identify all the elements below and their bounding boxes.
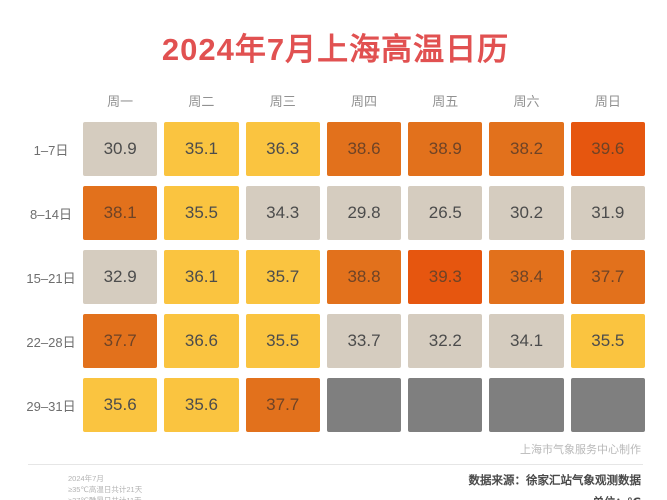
temp-cell: 39.6: [570, 122, 645, 176]
credit-text: 上海市气象服务中心制作: [520, 444, 641, 456]
temp-cell: 38.9: [408, 122, 483, 176]
temp-cell: 37.7: [570, 250, 645, 304]
temp-cell: [326, 378, 402, 432]
week-row-label: 29–31日: [26, 398, 76, 414]
temp-cell: [489, 378, 564, 432]
temp-cell: 34.3: [245, 186, 320, 240]
weekday-header: 周二: [188, 94, 215, 109]
weekday-header: 周四: [350, 94, 377, 109]
temp-cell: 37.7: [83, 314, 158, 368]
temp-cell: 39.3: [408, 250, 483, 304]
week-row-label: 8–14日: [30, 206, 72, 222]
temp-cell: 30.2: [489, 186, 564, 240]
temp-cell: [570, 378, 645, 432]
temp-cell: 38.6: [326, 122, 402, 176]
heatmap-grid: 周一 周二 周三 周四 周五 周六 周日 1–7日 30.9 35.1 36.3 38.6 38.9 38…: [26, 91, 645, 432]
temp-cell: 34.1: [489, 314, 564, 368]
data-source: 数据来源：徐家汇站气象观测数据 单位：℃: [469, 471, 646, 500]
temp-cell: 36.6: [164, 314, 239, 368]
unit-text: 单位：℃: [469, 493, 641, 500]
temp-cell: 35.6: [164, 378, 239, 432]
weekday-header: 周一: [107, 94, 134, 109]
temp-cell: 35.5: [570, 314, 645, 368]
week-row-label: 1–7日: [33, 142, 69, 158]
temp-cell: [408, 378, 483, 432]
temp-cell: 29.8: [326, 186, 402, 240]
week-row-label: 22–28日: [26, 334, 76, 350]
temp-cell: 35.7: [245, 250, 320, 304]
page-title: 2024年7月上海高温日历: [161, 32, 510, 67]
temp-cell: 35.5: [245, 314, 320, 368]
weekday-header: 周日: [594, 94, 621, 109]
temp-cell: 35.5: [164, 186, 239, 240]
weekday-header: 周五: [432, 94, 459, 109]
temp-cell: 26.5: [408, 186, 483, 240]
weekday-header: 周六: [513, 94, 540, 109]
note-line: ≥37℃酷暑日共计11天: [68, 496, 142, 500]
temp-cell: 33.7: [326, 314, 402, 368]
temp-cell: 30.9: [83, 122, 158, 176]
note-line: 2024年7月: [68, 474, 104, 483]
footer-divider: [28, 464, 643, 465]
temp-cell: 38.1: [83, 186, 158, 240]
weekday-header: 周三: [269, 94, 296, 109]
temp-cell: 37.7: [245, 378, 320, 432]
temp-cell: 32.2: [408, 314, 483, 368]
source-text: 数据来源：徐家汇站气象观测数据: [468, 475, 642, 487]
summary-notes: 2024年7月 ≥35℃高温日共计21天 ≥37℃酷暑日共计11天 极端最高气温…: [26, 471, 142, 500]
temp-cell: 32.9: [83, 250, 158, 304]
temp-cell: 38.4: [489, 250, 564, 304]
temp-cell: 31.9: [570, 186, 645, 240]
temp-cell: 35.6: [83, 378, 158, 432]
temp-cell: 36.3: [245, 122, 320, 176]
temp-cell: 38.8: [326, 250, 402, 304]
temp-cell: 36.1: [164, 250, 239, 304]
week-row-label: 15–21日: [26, 270, 76, 286]
footer: 2024年7月 ≥35℃高温日共计21天 ≥37℃酷暑日共计11天 极端最高气温…: [26, 471, 645, 500]
temp-cell: 38.2: [489, 122, 564, 176]
note-line: ≥35℃高温日共计21天: [68, 484, 143, 494]
temp-cell: 35.1: [164, 122, 239, 176]
grid-corner: [26, 101, 76, 103]
